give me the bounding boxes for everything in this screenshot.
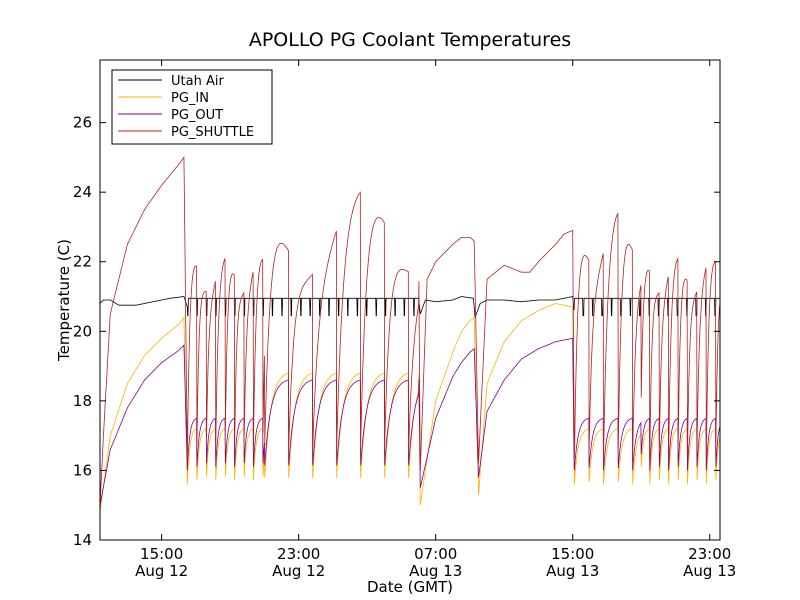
series-layer <box>100 155 720 513</box>
x-tick-date-label: Aug 13 <box>546 562 599 580</box>
legend-label: PG_OUT <box>171 108 223 123</box>
y-tick-label: 24 <box>73 183 92 201</box>
x-tick-time-label: 15:00 <box>140 545 183 563</box>
x-tick-date-label: Aug 12 <box>272 562 325 580</box>
y-tick-label: 18 <box>73 392 92 410</box>
y-tick-label: 14 <box>73 531 92 549</box>
legend-label: PG_IN <box>171 91 209 106</box>
legend-box <box>111 69 273 145</box>
y-axis-label: Temperature (C) <box>55 239 73 362</box>
y-tick-label: 26 <box>73 114 92 132</box>
legend-label: Utah Air <box>171 74 224 89</box>
x-tick-date-label: Aug 13 <box>683 562 736 580</box>
chart-title: APOLLO PG Coolant Temperatures <box>249 29 571 51</box>
series-line-pg-out <box>100 337 720 506</box>
legend-label: PG_SHUTTLE <box>171 125 254 140</box>
x-tick-time-label: 15:00 <box>551 545 594 563</box>
x-tick-date-label: Aug 12 <box>135 562 188 580</box>
series-line-pg-shuttle <box>100 155 720 506</box>
x-tick-time-label: 23:00 <box>688 545 731 563</box>
x-tick-time-label: 23:00 <box>277 545 320 563</box>
plot-frame <box>99 59 721 541</box>
x-tick-time-label: 07:00 <box>414 545 457 563</box>
legend: Utah Air PG_IN PG_OUT PG_SHUTTLE <box>111 69 273 145</box>
series-line-pg-in <box>100 303 720 513</box>
series-line-utah-air <box>100 295 720 318</box>
y-tick-label: 16 <box>73 461 92 479</box>
y-tick-label: 20 <box>73 322 92 340</box>
x-axis-label: Date (GMT) <box>367 578 453 596</box>
y-tick-label: 22 <box>73 253 92 271</box>
x-tick-date-label: Aug 13 <box>409 562 462 580</box>
